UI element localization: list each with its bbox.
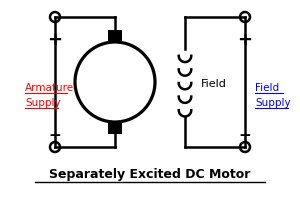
FancyBboxPatch shape (108, 31, 122, 43)
Text: Field: Field (255, 83, 279, 92)
Text: −: − (238, 128, 251, 143)
Text: +: + (238, 31, 253, 49)
Text: Armature: Armature (90, 84, 140, 94)
Circle shape (75, 43, 155, 122)
Text: Supply: Supply (25, 97, 61, 108)
Text: −: − (49, 128, 62, 143)
Text: Field: Field (201, 79, 227, 89)
Text: Supply: Supply (255, 97, 291, 108)
FancyBboxPatch shape (108, 122, 122, 134)
Text: Separately Excited DC Motor: Separately Excited DC Motor (49, 168, 251, 181)
Text: +: + (47, 31, 62, 49)
Text: Armature: Armature (25, 83, 74, 92)
